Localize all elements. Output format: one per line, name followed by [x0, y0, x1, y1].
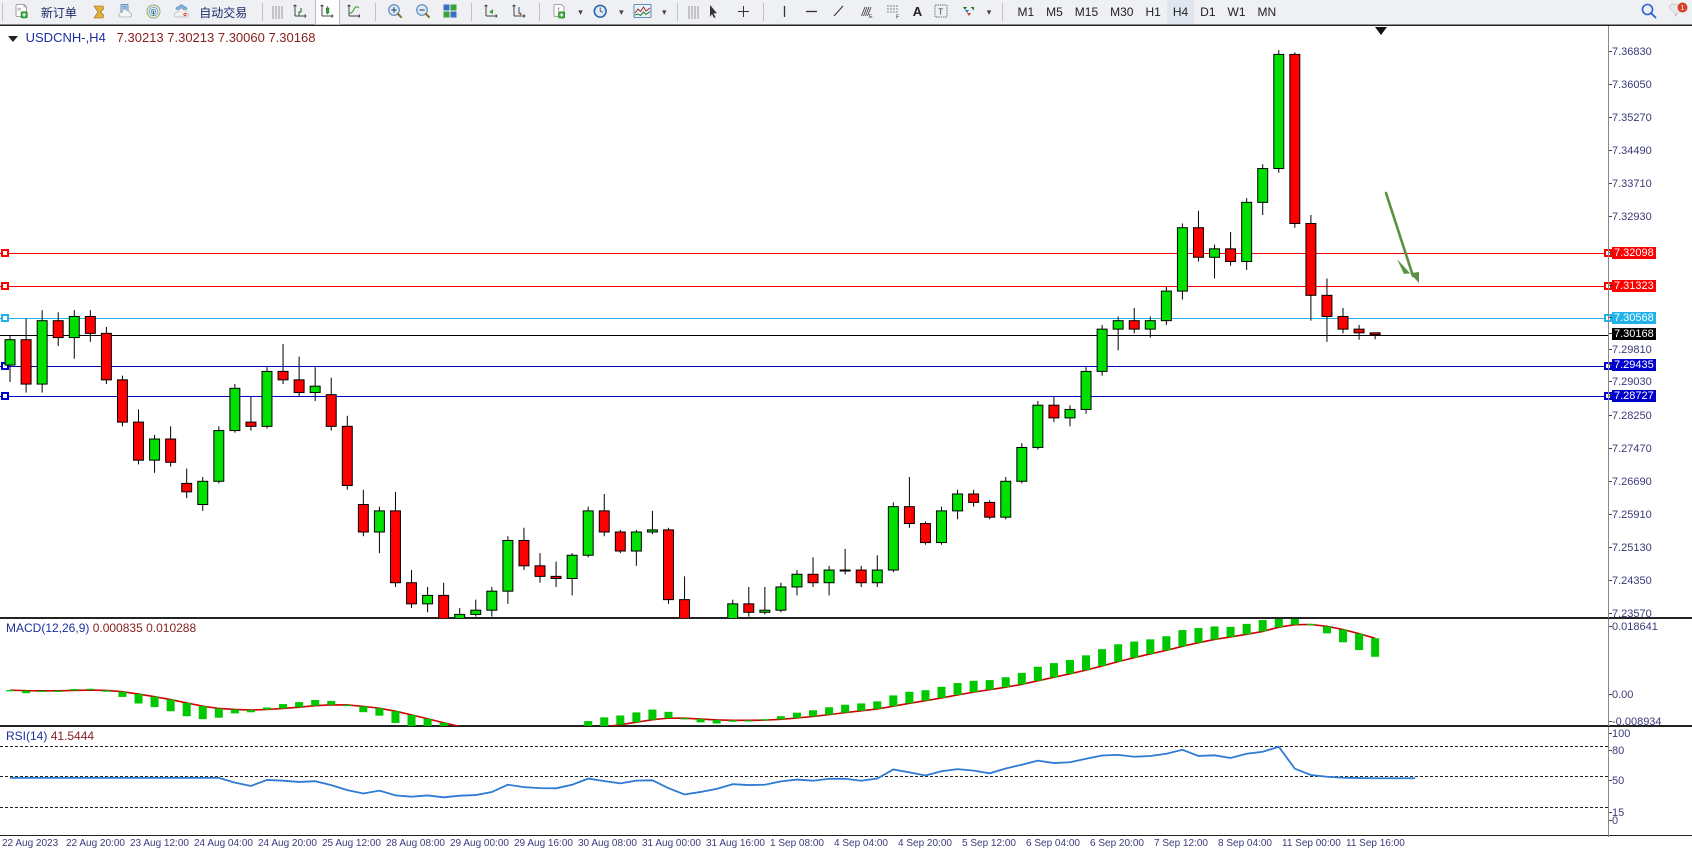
svg-text:T: T	[938, 8, 943, 17]
svg-text:E: E	[869, 14, 873, 20]
svg-text:1: 1	[1681, 5, 1685, 12]
svg-text:F: F	[896, 15, 900, 21]
